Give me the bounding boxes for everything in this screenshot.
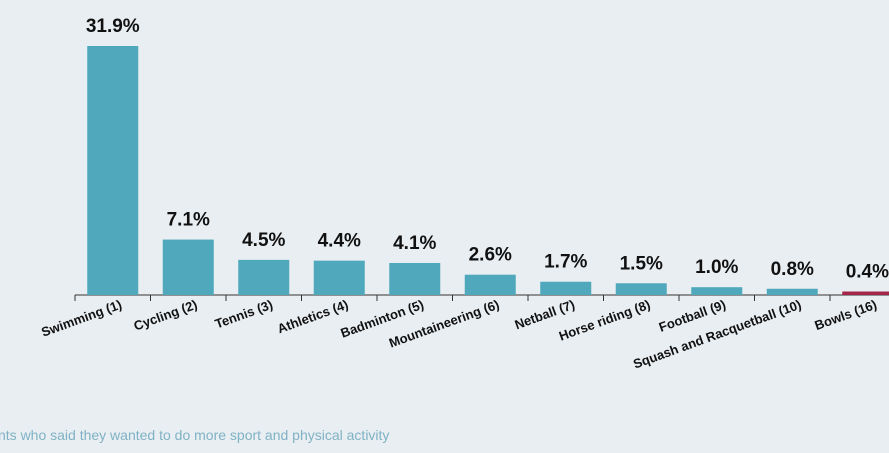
footnote: nts who said they wanted to do more spor…: [0, 427, 390, 443]
value-label: 2.6%: [469, 245, 512, 266]
bar: [766, 288, 818, 295]
bar: [389, 262, 441, 295]
value-label: 4.4%: [318, 231, 361, 252]
category-label: Bowls (16): [813, 297, 879, 333]
value-labels: 31.9% 7.1% 4.5% 4.4% 4.1% 2.6% 1.7% 1.5% 1.0% 0.8…: [86, 16, 889, 283]
category-labels: Swimming (1) Cycling (2) Tennis (3) Athleti…: [39, 297, 879, 372]
value-label: 0.4%: [846, 262, 889, 283]
value-label: 0.8%: [771, 259, 814, 280]
bar: [162, 239, 214, 295]
bar: [842, 291, 889, 295]
bar: [691, 287, 743, 295]
value-label: 7.1%: [167, 210, 210, 231]
value-label: 1.0%: [695, 257, 738, 278]
bar: [87, 46, 139, 295]
value-label: 31.9%: [86, 16, 140, 37]
category-label: Swimming (1): [39, 297, 124, 340]
value-label: 1.5%: [620, 253, 663, 274]
x-axis-ticks: [74, 295, 831, 301]
bar: [615, 283, 667, 295]
category-label: Tennis (3): [213, 297, 275, 332]
bar: [540, 281, 592, 295]
value-label: 4.5%: [242, 230, 285, 251]
bar: [464, 274, 516, 295]
category-label: Cycling (2): [132, 297, 200, 334]
bar: [238, 259, 290, 295]
value-label: 4.1%: [393, 233, 436, 254]
bar: [313, 260, 365, 295]
bars: [87, 46, 889, 295]
value-label: 1.7%: [544, 252, 587, 273]
